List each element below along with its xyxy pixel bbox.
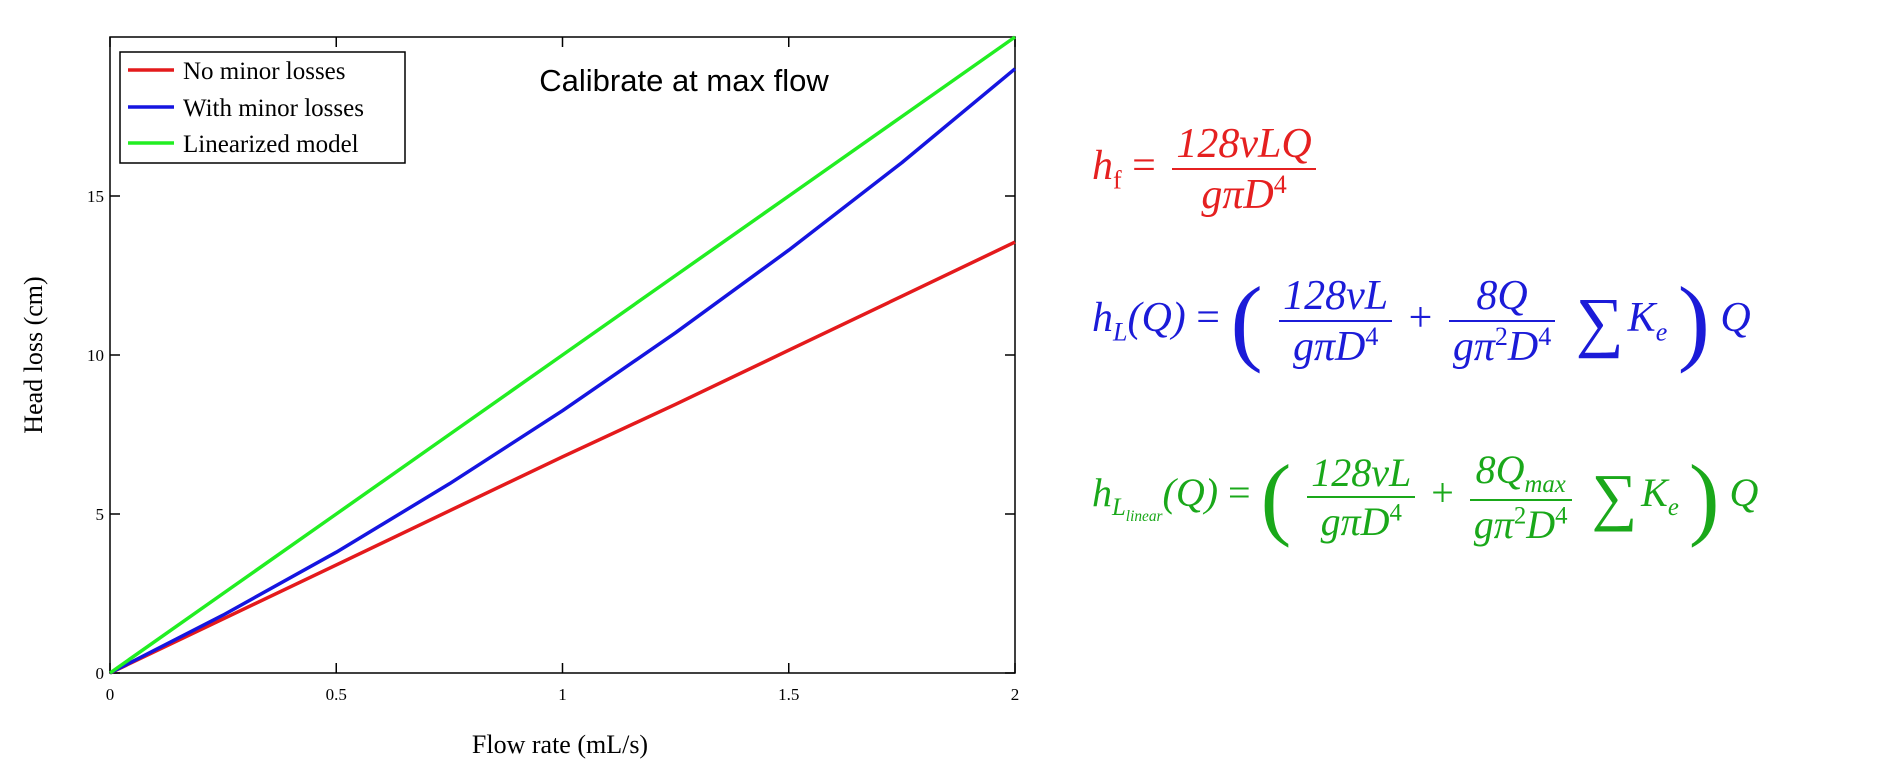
legend-label-linearized-model: Linearized model	[183, 131, 359, 158]
axis-ticks: 0 0.5 1 1.5 2 0 5 10 15	[87, 37, 1019, 704]
x-tick-label: 0	[106, 685, 115, 704]
eq1-equals: =	[1132, 143, 1156, 190]
series-line-no-minor-losses	[109, 240, 1016, 675]
eq1-numerator: 128νLQ	[1176, 121, 1312, 167]
eq2-close-paren: )	[1677, 267, 1710, 375]
eq3-num1: 128νL	[1311, 450, 1412, 495]
eq3-fraction-2: 8Qmax gπ2D4	[1469, 446, 1572, 548]
eq3-lhs-sub: Llinear	[1112, 494, 1163, 526]
equation-head-loss: hL(Q) = ( 128νL gπD4 + 8Q gπ2D4 ∑Ke ) Q	[1092, 272, 1751, 371]
eq2-sum: ∑	[1575, 283, 1624, 359]
y-tick-label: 0	[96, 664, 105, 683]
series-line-linearized-model	[108, 35, 1017, 675]
x-tick-label: 2	[1011, 685, 1020, 704]
eq1-lhs-var: h	[1092, 143, 1113, 190]
eq3-k-sub: e	[1667, 494, 1679, 522]
x-tick-label: 1.5	[778, 685, 799, 704]
eq2-num2: 8Q	[1476, 273, 1528, 319]
eq3-open-paren: (	[1260, 446, 1292, 548]
eq2-tail: Q	[1720, 295, 1751, 342]
eq3-den2: gπ2D4	[1469, 499, 1572, 548]
eq3-num2: 8Qmax	[1475, 447, 1566, 498]
eq2-plus: +	[1408, 295, 1433, 342]
eq3-arg: (Q)	[1162, 470, 1219, 516]
equation-linearized-head-loss: hLlinear(Q) = ( 128νL gπD4 + 8Qmax gπ2D4…	[1092, 446, 1758, 548]
eq2-fraction-2: 8Q gπ2D4	[1448, 272, 1556, 371]
eq2-equals: =	[1196, 295, 1220, 342]
eq3-fraction-1: 128νL gπD4	[1307, 449, 1416, 545]
eq3-lhs-subsub: linear	[1125, 508, 1163, 526]
y-tick-label: 10	[87, 346, 104, 365]
eq2-lhs: h	[1092, 295, 1113, 342]
legend: No minor losses With minor losses Linear…	[119, 51, 406, 164]
legend-label-no-minor-losses: No minor losses	[183, 58, 346, 85]
series-layer	[108, 35, 1017, 675]
y-tick-label: 15	[87, 187, 104, 206]
eq3-den1: gπD4	[1307, 496, 1416, 545]
chart: 0 0.5 1 1.5 2 0 5 10 15 Calibrate at max flow No…	[19, 35, 1019, 759]
eq2-arg: (Q)	[1127, 295, 1186, 342]
eq2-k-sub: e	[1655, 317, 1668, 347]
series-line-with-minor-losses	[109, 67, 1017, 675]
eq2-den1: gπD4	[1279, 320, 1393, 371]
legend-label-with-minor-losses: With minor losses	[183, 95, 364, 122]
eq3-close-paren: )	[1688, 446, 1720, 548]
eq3-sum: ∑	[1591, 461, 1638, 532]
eq3-k: K	[1641, 470, 1668, 516]
eq1-denominator: gπD4	[1172, 168, 1316, 219]
chart-title: Calibrate at max flow	[539, 63, 829, 98]
eq2-open-paren: (	[1230, 267, 1263, 375]
eq2-lhs-sub: L	[1113, 317, 1128, 347]
eq1-lhs-sub: f	[1113, 165, 1122, 195]
eq3-plus: +	[1431, 470, 1454, 516]
x-tick-label: 1	[558, 685, 567, 704]
eq3-tail: Q	[1729, 470, 1759, 516]
eq1-fraction: 128νLQ gπD4	[1172, 120, 1316, 219]
eq2-den2: gπ2D4	[1448, 320, 1556, 371]
eq3-equals: =	[1228, 470, 1251, 516]
x-axis-label: Flow rate (mL/s)	[472, 730, 648, 759]
x-tick-label: 0.5	[326, 685, 347, 704]
eq2-num1: 128νL	[1283, 273, 1389, 319]
y-axis-label: Head loss (cm)	[19, 276, 48, 433]
eq2-fraction-1: 128νL gπD4	[1279, 272, 1393, 371]
y-tick-label: 5	[96, 505, 105, 524]
eq2-k: K	[1627, 295, 1656, 342]
equation-friction-loss: hf = 128νLQ gπD4	[1092, 120, 1322, 219]
eq3-lhs: h	[1092, 470, 1112, 516]
